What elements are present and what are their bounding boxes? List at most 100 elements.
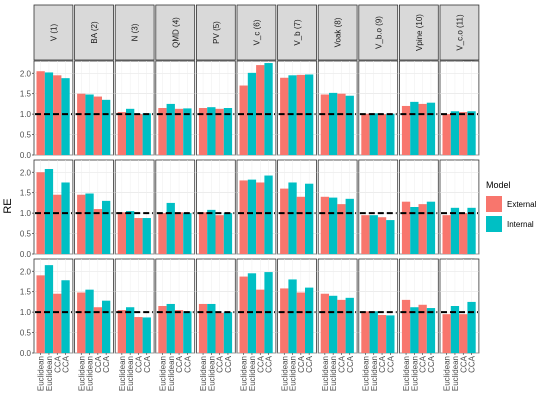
facet-panel: [155, 60, 196, 156]
facet-panel: [277, 60, 317, 156]
bar: [442, 114, 451, 155]
bar: [377, 114, 387, 155]
x-tick-label: CCA: [183, 355, 192, 373]
bar: [223, 213, 233, 254]
bar: [61, 280, 70, 353]
x-tick-label: CCA: [216, 355, 225, 373]
bar: [183, 108, 192, 155]
x-tick-label: Euclidean: [45, 356, 54, 391]
column-strip: PV (5): [195, 4, 236, 61]
legend: Model External Internal: [486, 180, 537, 232]
x-tick-label: Euclidean: [37, 356, 46, 391]
bar: [386, 315, 395, 353]
facet-panel: [439, 258, 480, 354]
bar: [158, 306, 167, 353]
y-tick-label: 2.0: [20, 168, 32, 177]
bar: [442, 215, 451, 254]
y-tick-label: 1.5: [20, 288, 32, 297]
facet-panel: [33, 159, 74, 255]
column-strip-box: [277, 4, 317, 61]
facet-panel: [398, 159, 439, 255]
bar: [207, 107, 216, 155]
bar: [198, 212, 208, 254]
bar: [418, 204, 427, 254]
bar: [44, 168, 54, 254]
bar: [305, 183, 314, 254]
bar: [401, 105, 411, 155]
bar: [174, 310, 184, 353]
column-strip: BA (2): [74, 4, 114, 61]
bar: [158, 213, 167, 254]
facet-panel: [155, 159, 196, 255]
y-axis-title: RE: [2, 198, 14, 213]
x-tick-label: Euclidean: [370, 356, 379, 391]
bar: [142, 113, 151, 155]
facet-panel: [114, 159, 155, 255]
x-tick-label: Euclidean: [443, 356, 452, 391]
y-tick-label: 0.0: [20, 250, 32, 259]
bar: [305, 287, 314, 353]
bar: [239, 180, 248, 254]
facet-panel: [74, 159, 114, 255]
y-tick-label: 1.5: [20, 189, 32, 198]
bar: [134, 114, 143, 155]
column-strip: V_c.o (11): [439, 4, 480, 61]
y-tick-label: 0.5: [20, 329, 32, 338]
column-strip: V (1): [33, 4, 74, 61]
bar: [93, 209, 102, 254]
bar: [117, 212, 126, 254]
facet-panel: [155, 258, 196, 354]
column-strip: QMD (4): [155, 4, 196, 61]
bar: [166, 103, 175, 155]
bar: [329, 92, 338, 155]
legend-title: Model: [486, 180, 511, 190]
x-tick-label: Euclidean: [240, 356, 249, 391]
x-tick-label: CCA: [143, 355, 152, 373]
bar: [459, 112, 468, 155]
bar: [320, 94, 329, 155]
legend-label: External: [507, 200, 537, 209]
legend-swatch: [486, 216, 502, 232]
x-tick-label: CCA: [134, 355, 143, 373]
facet-panel: [195, 258, 236, 354]
x-tick-label: Euclidean: [86, 356, 95, 391]
y-tick-label: 0.5: [20, 131, 32, 140]
bar: [256, 289, 265, 353]
facet-panel: [358, 258, 399, 354]
bar: [467, 301, 476, 353]
bar: [329, 197, 338, 254]
bar: [345, 95, 354, 155]
bar: [207, 209, 216, 254]
column-strip-box: [398, 4, 439, 61]
x-tick-label: Euclidean: [451, 356, 460, 391]
x-tick-label: Euclidean: [289, 356, 298, 391]
x-tick-label: CCA: [427, 355, 436, 373]
bar: [337, 204, 346, 254]
bar: [174, 108, 184, 155]
x-tick-label: Euclidean: [329, 356, 338, 391]
bar: [459, 314, 468, 353]
column-strip-label: N (3): [131, 23, 140, 41]
x-tick-label: CCA: [265, 355, 274, 373]
column-strip-label: V (1): [49, 24, 58, 42]
bar: [126, 307, 135, 353]
bar: [264, 63, 273, 155]
y-tick-label: 2.0: [20, 69, 32, 78]
bar: [377, 314, 387, 353]
column-strip: N (3): [114, 4, 155, 61]
bar: [288, 75, 297, 155]
column-strip-box: [33, 4, 74, 61]
bar: [102, 99, 111, 155]
bar: [44, 265, 54, 353]
x-tick-label: CCA: [53, 355, 62, 373]
bar: [166, 202, 175, 254]
bar: [442, 314, 451, 353]
x-tick-label: CCA: [346, 355, 355, 373]
bar: [280, 77, 289, 155]
column-strip: V_c (6): [236, 4, 277, 61]
bar: [207, 303, 216, 353]
chart-panels: V (1) BA (2) N (3) QMD (4) PV (5) V_c (6) V_b …: [20, 4, 480, 391]
bar: [77, 292, 86, 353]
x-tick-label: CCA: [297, 355, 306, 373]
facet-panel: [398, 258, 439, 354]
